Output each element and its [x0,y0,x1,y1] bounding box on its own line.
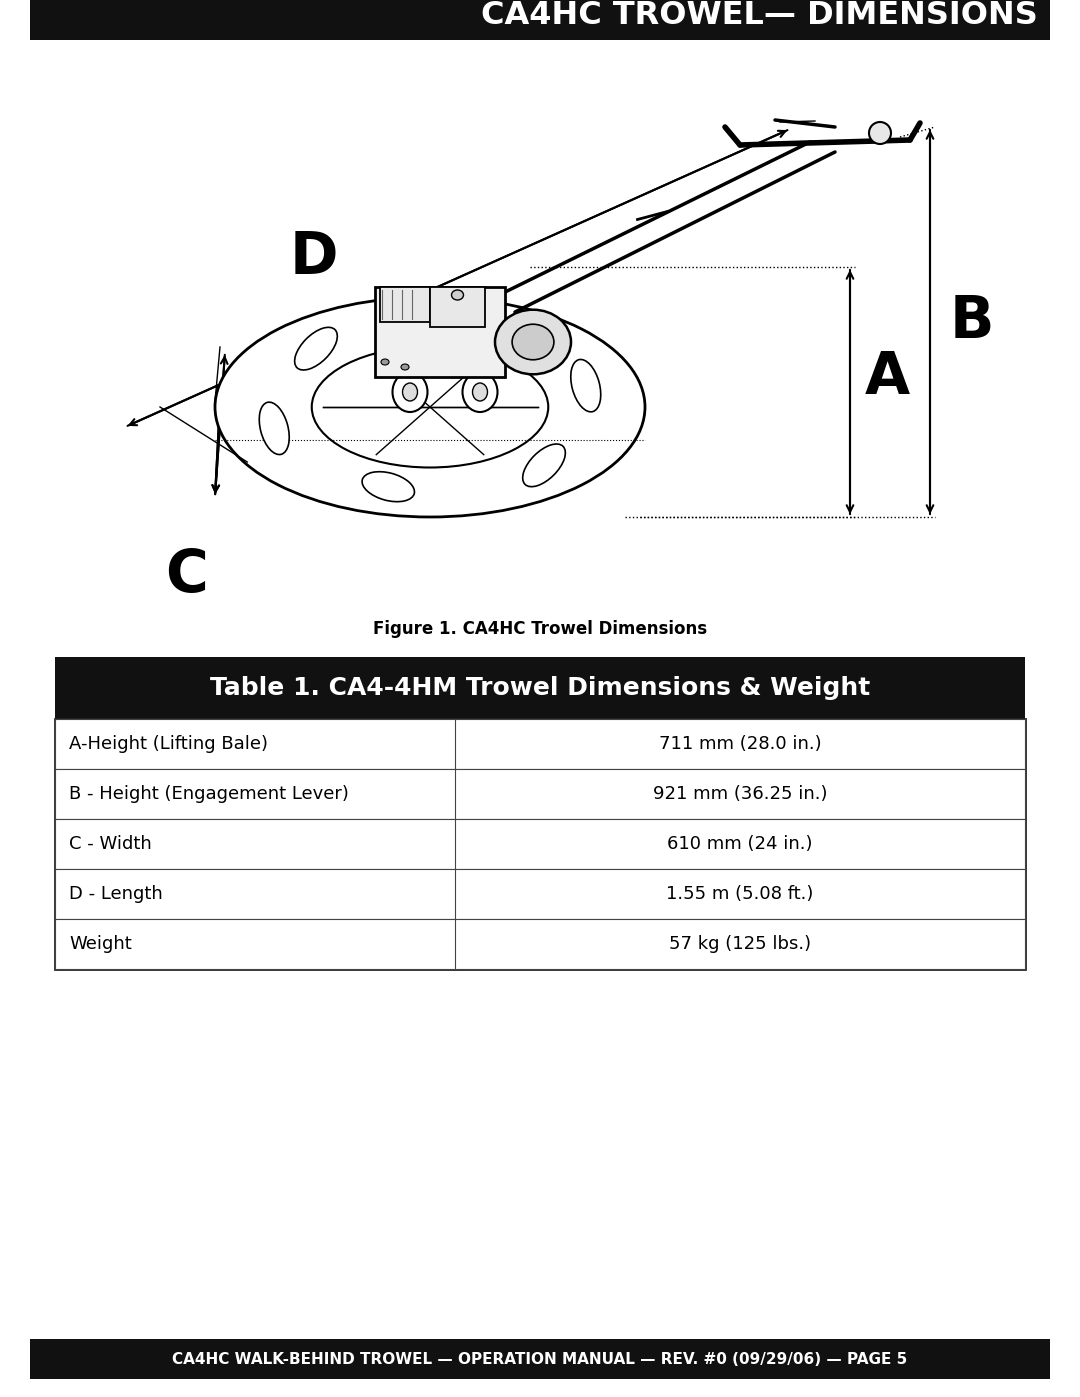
Ellipse shape [512,324,554,360]
Bar [55,768,1025,819]
Text: B - Height (Engagement Lever): B - Height (Engagement Lever) [69,785,349,803]
Ellipse shape [473,383,487,401]
Ellipse shape [570,359,600,412]
Text: D: D [291,229,338,285]
Ellipse shape [215,298,645,517]
Text: B: B [950,293,995,351]
Bar [55,719,1025,768]
Bar [55,869,1025,919]
Ellipse shape [401,365,409,370]
Text: A-Height (Lifting Bale): A-Height (Lifting Bale) [69,735,268,753]
Text: C - Width: C - Width [69,835,152,854]
Text: 1.55 m (5.08 ft.): 1.55 m (5.08 ft.) [666,886,813,902]
Ellipse shape [451,291,463,300]
Bar [430,286,485,327]
Ellipse shape [869,122,891,144]
Ellipse shape [381,359,389,365]
Text: Figure 1. CA4HC Trowel Dimensions: Figure 1. CA4HC Trowel Dimensions [373,620,707,638]
Bar [55,657,1025,719]
Bar [55,819,1025,869]
Text: 610 mm (24 in.): 610 mm (24 in.) [667,835,813,854]
Text: 711 mm (28.0 in.): 711 mm (28.0 in.) [659,735,821,753]
Ellipse shape [259,402,289,454]
Ellipse shape [446,313,498,342]
Ellipse shape [295,327,337,370]
Text: 57 kg (125 lbs.): 57 kg (125 lbs.) [669,935,811,953]
Bar [380,286,430,321]
Text: CA4HC TROWEL— DIMENSIONS: CA4HC TROWEL— DIMENSIONS [482,0,1038,31]
Ellipse shape [462,372,498,412]
Bar [375,286,505,377]
Ellipse shape [523,444,565,486]
Text: CA4HC WALK-BEHIND TROWEL — OPERATION MANUAL — REV. #0 (09/29/06) — PAGE 5: CA4HC WALK-BEHIND TROWEL — OPERATION MAN… [173,1351,907,1366]
Text: Weight: Weight [69,935,132,953]
Ellipse shape [495,310,571,374]
Text: Table 1. CA4-4HM Trowel Dimensions & Weight: Table 1. CA4-4HM Trowel Dimensions & Wei… [210,676,870,700]
Bar [30,1338,1050,1379]
Ellipse shape [362,472,415,502]
Text: A: A [865,348,910,405]
Ellipse shape [403,383,418,401]
Bar [55,919,1025,970]
Text: D - Length: D - Length [69,886,163,902]
Text: 921 mm (36.25 in.): 921 mm (36.25 in.) [652,785,827,803]
Bar [30,0,1050,41]
Bar [55,719,1025,970]
Text: C: C [165,548,207,604]
Ellipse shape [392,372,428,412]
